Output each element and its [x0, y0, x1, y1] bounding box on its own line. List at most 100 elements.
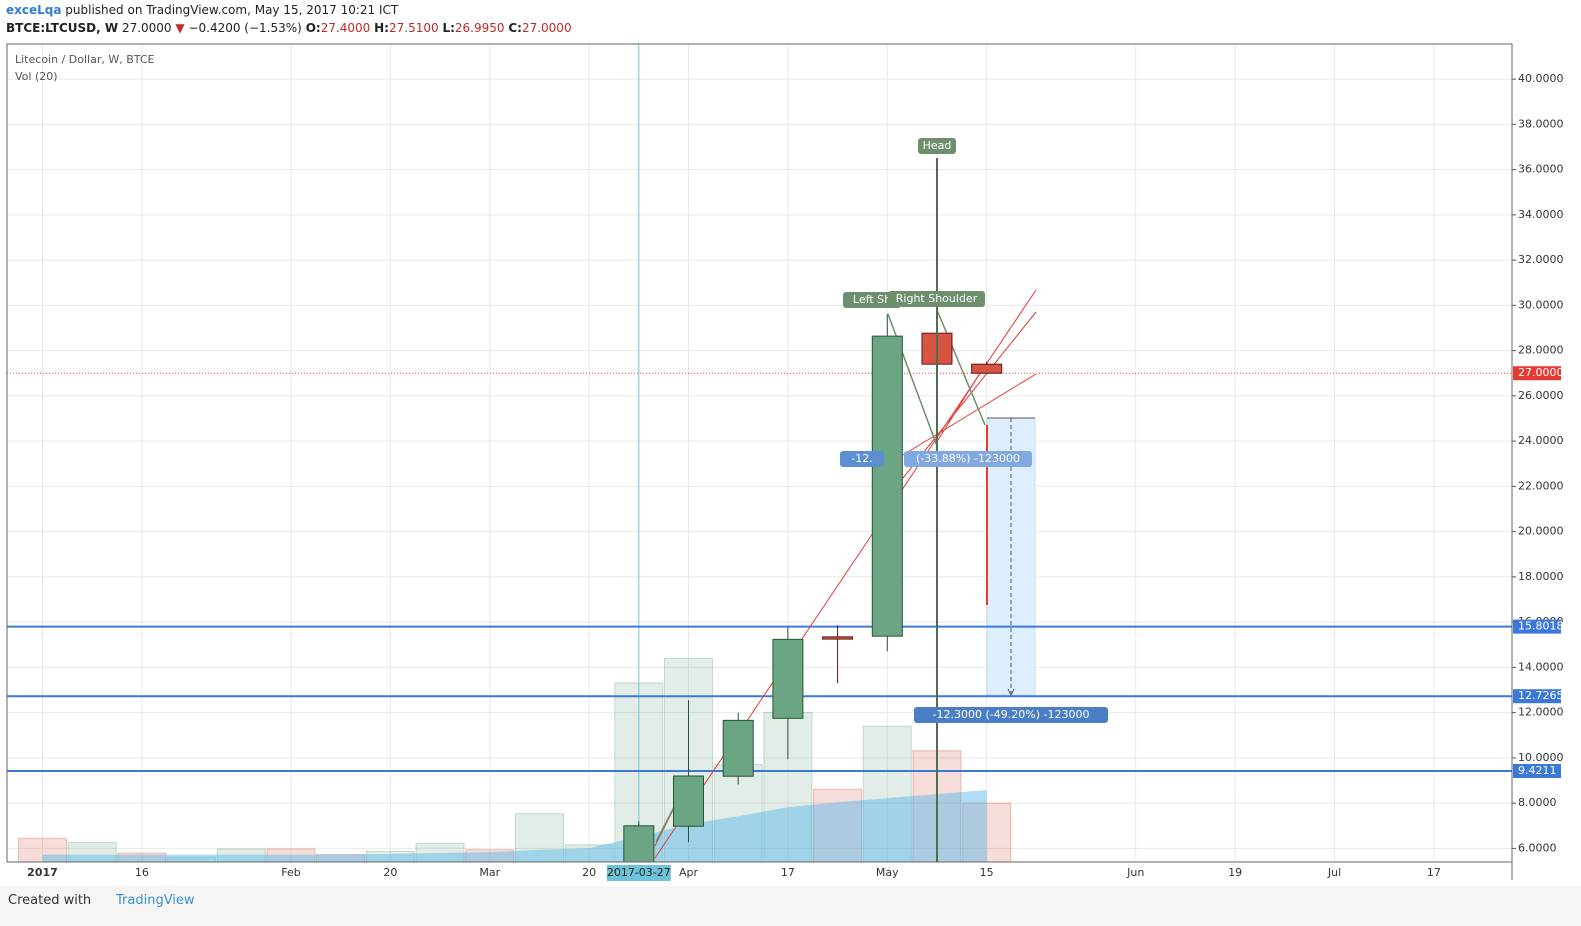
candle-body: [673, 775, 705, 827]
symbol: BTCE:LTCUSD, W: [6, 21, 119, 35]
annotation: Right Shoulder: [896, 292, 978, 305]
level-tag: [1513, 764, 1561, 779]
y-tick-label: 8.0000: [1518, 796, 1557, 809]
crosshair-tag: [606, 865, 671, 881]
annotation-box: [888, 291, 985, 307]
volume-bar: [117, 852, 167, 862]
volume-label: Vol (20): [15, 70, 58, 83]
ohlc-value: 27.5100: [388, 21, 439, 35]
trend-line: [937, 364, 986, 441]
last: 27.0000: [121, 21, 172, 35]
level-label: 15.8018: [1518, 620, 1564, 633]
volume-bar: [365, 850, 415, 862]
x-tick-label: Feb: [281, 866, 300, 879]
y-tick-label: 22.0000: [1518, 479, 1564, 492]
ohlc-value: 26.9950: [454, 21, 505, 35]
annotation-box: [904, 451, 1032, 467]
x-tick-label: 20: [383, 866, 397, 879]
candle-body: [971, 363, 1003, 374]
volume-bar: [962, 802, 1012, 862]
trend-line: [902, 311, 1037, 479]
annotation-box: [914, 707, 1108, 723]
annotation: Left Sh: [853, 293, 891, 306]
x-tick-label: 2017: [27, 866, 58, 879]
ohlc-value: 27.4000: [320, 21, 371, 35]
candle-body: [822, 636, 854, 640]
y-tick-label: 20.0000: [1518, 525, 1564, 538]
plot: [7, 44, 1512, 862]
x-tick-label: 16: [135, 866, 149, 879]
brand[interactable]: TradingView: [116, 893, 195, 908]
x-tick-label: 17: [781, 866, 795, 879]
y-tick-label: 14.0000: [1518, 660, 1564, 673]
published: published on TradingView.com, May 15, 20…: [65, 3, 399, 17]
last-price-tag: [1513, 366, 1561, 381]
chart: 2017 16 Feb 20 Mar 20 Apr 17 May 15 Jun 19 Jul 17 6.00…: [6, 43, 1564, 881]
y-tick-label: 26.0000: [1518, 389, 1564, 402]
y-tick-label: 12.0000: [1518, 706, 1564, 719]
x-tick-label: Apr: [679, 866, 699, 879]
level-label: 12.7265: [1518, 689, 1564, 702]
annotation: -12.3000 (-49.20%) -123000: [933, 708, 1090, 721]
candle-body: [772, 638, 804, 719]
x-tick-label: Jun: [1126, 866, 1144, 879]
x-tick-label: May: [876, 866, 899, 879]
y-tick-label: 18.0000: [1518, 570, 1564, 583]
y-tick-label: 6.0000: [1518, 841, 1557, 854]
ohlc-label: H:: [374, 21, 389, 35]
change: −0.4200 (−1.53%): [188, 21, 302, 35]
x-tick-label: 17: [1427, 866, 1441, 879]
x-tick-label: Mar: [479, 866, 500, 879]
x-tick-label: 15: [980, 866, 994, 879]
volume-bar: [316, 854, 366, 862]
y-tick-label: 32.0000: [1518, 253, 1564, 266]
down-arrow: ▼: [175, 21, 185, 35]
level-label: 9.4211: [1518, 764, 1557, 777]
ohlc-label: O:: [305, 21, 321, 35]
arrow-head: [1007, 688, 1015, 697]
last-price-label: 27.0000: [1518, 366, 1564, 379]
volume-bar: [862, 725, 912, 862]
annotation-box: [840, 451, 884, 467]
x-tick-label: 20: [582, 866, 596, 879]
y-tick-label: 28.0000: [1518, 344, 1564, 357]
trend-line: [902, 373, 1037, 456]
y-tick-label: 38.0000: [1518, 117, 1564, 130]
x-tick-label: 19: [1228, 866, 1242, 879]
header: exceLqa published on TradingView.com, Ma…: [6, 3, 398, 17]
level-tag: [1513, 689, 1561, 704]
candle-body: [871, 335, 903, 637]
footer: Created with TradingView: [0, 886, 1581, 926]
y-tick-label: 10.0000: [1518, 751, 1564, 764]
pattern-line: [936, 309, 986, 426]
level-tag: [1513, 619, 1561, 634]
volume-bar: [17, 837, 67, 862]
plot-frame: [6, 43, 1513, 863]
y-tick-label: 30.0000: [1518, 298, 1564, 311]
ohlc-label: C:: [508, 21, 522, 35]
annotation: Head: [923, 139, 952, 152]
y-tick-label: 36.0000: [1518, 163, 1564, 176]
volume-bar: [564, 844, 614, 862]
x-tick-label: Jul: [1327, 866, 1341, 879]
created: Created with: [8, 893, 92, 908]
candle-body: [623, 825, 655, 862]
volume-ma-area: [42, 790, 987, 862]
annotation: (-33.88%) -123000: [916, 452, 1020, 465]
candle-body: [722, 719, 754, 777]
ohlc-value: 27.0000: [521, 21, 572, 35]
ohlc-label: L:: [442, 21, 455, 35]
volume-bar: [514, 813, 564, 862]
crosshair-label: 2017-03-27: [607, 866, 671, 879]
y-tick-label: 24.0000: [1518, 434, 1564, 447]
annotation-box: [843, 292, 901, 308]
volume-bar: [813, 788, 863, 862]
chart-title: Litecoin / Dollar, W, BTCE: [15, 53, 155, 66]
y-tick-label: 34.0000: [1518, 208, 1564, 221]
annotation: -12.: [851, 452, 872, 465]
y-tick-label: 40.0000: [1518, 72, 1564, 85]
symbol-bar: BTCE:LTCUSD, W 27.0000 ▼ −0.4200 (−1.53%…: [6, 21, 572, 35]
author[interactable]: exceLqa: [6, 3, 62, 17]
annotation-box: [918, 138, 956, 154]
